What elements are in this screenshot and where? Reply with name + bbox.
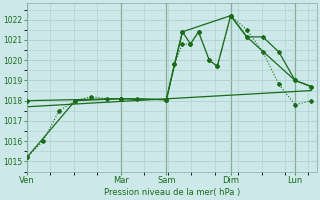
X-axis label: Pression niveau de la mer( hPa ): Pression niveau de la mer( hPa ) [104,188,240,197]
